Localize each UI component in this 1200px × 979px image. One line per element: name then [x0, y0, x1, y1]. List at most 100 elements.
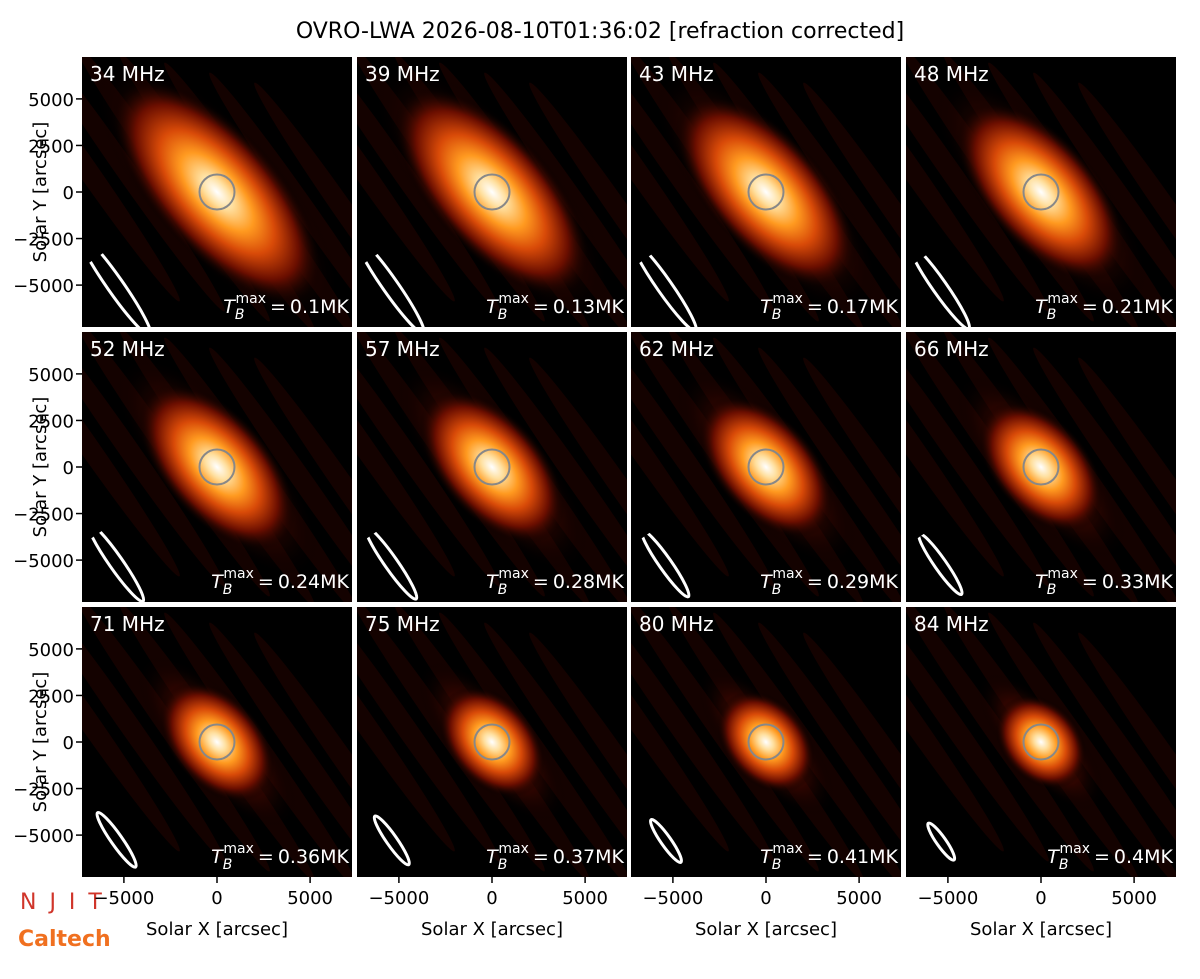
x-tick-label: 5000 [562, 888, 608, 909]
streak [357, 332, 455, 577]
tb-max-label: TBmax = 0.37MK [486, 841, 624, 873]
streak [484, 622, 627, 877]
tb-symbol: T [1047, 846, 1060, 868]
tb-value: 0.37MK [553, 846, 625, 868]
tb-max-label: TBmax = 0.36MK [211, 841, 349, 873]
tb-sub: B [223, 857, 233, 873]
panel: 57 MHz TBmax = 0.28MK [357, 332, 627, 602]
panel: 34 MHz TBmax = 0.1MK −5000 −2500 0 2500 5000 Sola… [13, 57, 352, 338]
solar-disk [747, 173, 785, 211]
panel: 48 MHz TBmax = 0.21MK [906, 57, 1176, 331]
streak [906, 57, 1049, 312]
streak [484, 347, 627, 602]
tb-sub: B [498, 857, 508, 873]
solar-disk [473, 173, 511, 211]
streak [254, 632, 352, 877]
tb-eq: = [1094, 846, 1110, 868]
panel: 62 MHz TBmax = 0.29MK [631, 332, 901, 602]
x-tick-label: 5000 [287, 888, 333, 909]
x-axis-label: Solar X [arcsec] [970, 919, 1112, 940]
y-axis-label: Solar Y [arcsec] [30, 397, 51, 538]
panel: 66 MHz TBmax = 0.33MK [906, 332, 1176, 602]
blob [995, 695, 1087, 789]
tb-value: 0.36MK [278, 846, 350, 868]
beam [649, 818, 683, 864]
x-tick-label: 5000 [1111, 888, 1157, 909]
tb-sub: B [235, 307, 245, 323]
tb-value: 0.13MK [553, 296, 625, 318]
solar-disk [747, 723, 785, 761]
y-tick-label: −5000 [13, 276, 74, 297]
tb-sub: B [772, 307, 782, 323]
y-tick-label: 5000 [28, 640, 74, 661]
tb-sup: max [772, 841, 803, 857]
panel-label: 34 MHz [90, 62, 165, 86]
y-tick-label: 2500 [28, 136, 74, 157]
solar-disk [198, 448, 236, 486]
beam [95, 810, 138, 869]
streak [357, 607, 455, 852]
tb-symbol: T [486, 846, 499, 868]
streak [906, 607, 1004, 852]
streak [906, 332, 1049, 587]
panel: 39 MHz TBmax = 0.13MK [354, 57, 627, 336]
streak [209, 347, 352, 602]
emission [906, 607, 1176, 877]
tb-symbol: T [1035, 296, 1048, 318]
streak [82, 607, 180, 852]
tb-sup: max [1059, 841, 1090, 857]
blob [675, 95, 857, 289]
tb-value: 0.41MK [827, 846, 899, 868]
tb-max-label: TBmax = 0.21MK [1035, 291, 1173, 323]
tb-sup: max [772, 291, 803, 307]
tb-eq: = [533, 571, 549, 593]
emission [357, 607, 627, 877]
blob [438, 686, 546, 798]
tb-sub: B [772, 857, 782, 873]
blob [394, 87, 590, 297]
tb-eq: = [533, 846, 549, 868]
x-tick-label: −5000 [93, 888, 154, 909]
tb-eq: = [807, 846, 823, 868]
solar-disk [198, 723, 236, 761]
y-tick-label: −2500 [13, 505, 74, 526]
streak [631, 607, 774, 862]
panel-label: 75 MHz [365, 612, 440, 636]
blob [138, 384, 296, 550]
tb-eq: = [258, 846, 274, 868]
solar-disk [198, 173, 236, 211]
y-tick-label: 0 [63, 183, 74, 204]
tb-symbol: T [211, 846, 224, 868]
y-tick-label: −2500 [13, 230, 74, 251]
y-tick-label: −5000 [13, 826, 74, 847]
streak [82, 607, 225, 862]
beam [372, 814, 411, 867]
tb-max-label: TBmax = 0.33MK [1035, 566, 1173, 598]
streak [254, 82, 352, 327]
panel-label: 52 MHz [90, 337, 165, 361]
tb-max-label: TBmax = 0.13MK [486, 291, 624, 323]
streak [82, 57, 180, 302]
chart-title: OVRO-LWA 2026-08-10T01:36:02 [refraction… [296, 19, 904, 44]
streak [1033, 622, 1176, 877]
tb-value: 0.1MK [290, 296, 350, 318]
tb-max-label: TBmax = 0.4MK [1047, 841, 1173, 873]
panel: 71 MHz TBmax = 0.36MK −5000 −2500 0 2500 5000 Sol… [13, 607, 352, 940]
x-tick-label: −5000 [368, 888, 429, 909]
tb-eq: = [258, 571, 274, 593]
y-tick-label: 2500 [28, 686, 74, 707]
tb-sub: B [498, 307, 508, 323]
streak [254, 357, 352, 602]
tb-symbol: T [486, 296, 499, 318]
streak [357, 607, 500, 862]
tb-sup: max [235, 291, 266, 307]
streak [631, 57, 729, 302]
streak [82, 332, 180, 577]
streak [906, 607, 1049, 862]
streak [1033, 72, 1176, 327]
panel-label: 84 MHz [914, 612, 989, 636]
tb-sup: max [498, 291, 529, 307]
tb-sub: B [1047, 582, 1057, 598]
streak [758, 622, 901, 877]
y-tick-label: 5000 [28, 365, 74, 386]
